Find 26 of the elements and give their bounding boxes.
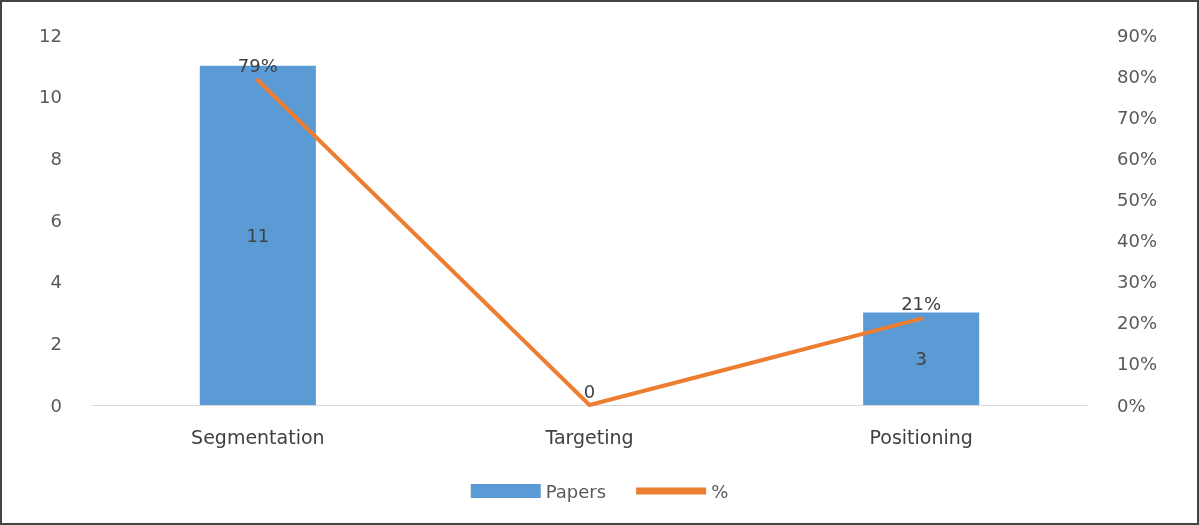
data-label: 21% (901, 293, 942, 315)
y2-tick-label: 50% (1117, 188, 1158, 210)
y-tick-label: 8 (50, 147, 62, 169)
y-tick-label: 12 (39, 24, 62, 46)
data-label: 0 (583, 380, 596, 402)
y2-tick-label: 90% (1117, 24, 1158, 46)
x-tick-label: Segmentation (191, 425, 325, 448)
y-tick-label: 10 (39, 86, 62, 108)
legend-label: Papers (545, 480, 607, 502)
legend-label: % (711, 480, 729, 502)
data-label: 11 (246, 224, 270, 246)
y-tick-label: 6 (50, 209, 62, 231)
y-tick-label: 4 (50, 271, 62, 293)
y2-tick-label: 40% (1117, 230, 1158, 252)
x-tick-label: Positioning (869, 425, 973, 448)
y2-tick-label: 20% (1117, 312, 1158, 334)
y2-tick-label: 10% (1117, 353, 1158, 375)
x-tick-label: Targeting (544, 425, 634, 448)
y-tick-label: 0 (50, 394, 62, 416)
y2-tick-label: 0% (1117, 394, 1146, 416)
y2-tick-label: 70% (1117, 106, 1158, 128)
y2-tick-label: 60% (1117, 147, 1158, 169)
data-label: 3 (915, 348, 927, 370)
y2-tick-label: 80% (1117, 65, 1158, 87)
y-tick-label: 2 (50, 332, 62, 354)
y2-tick-label: 30% (1117, 271, 1158, 293)
